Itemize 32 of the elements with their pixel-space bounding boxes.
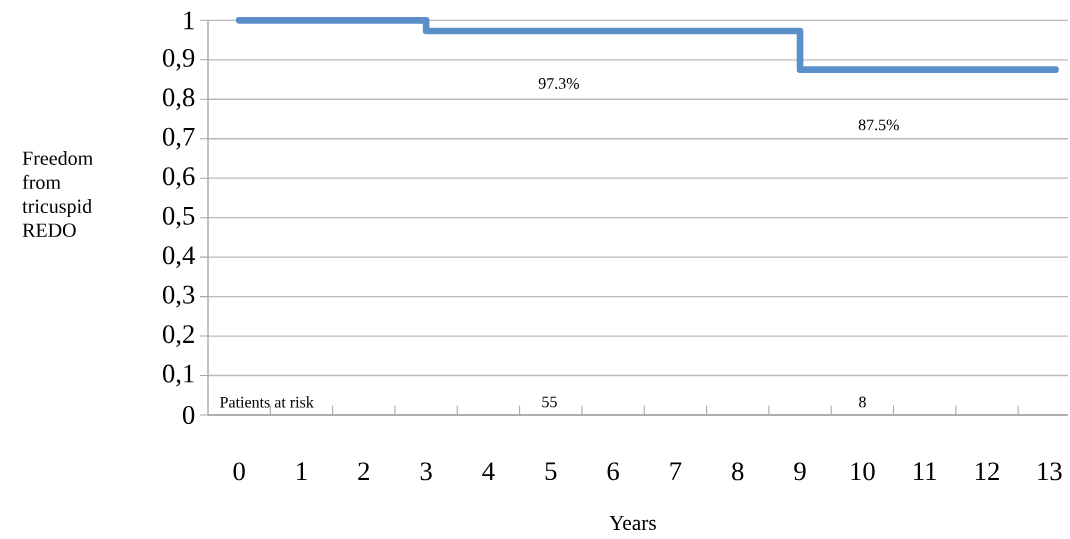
x-axis-title: Years (609, 515, 656, 531)
y-axis-title: Freedom from tricuspid REDO (22, 150, 93, 238)
y-tick-label: 0,9 (162, 48, 195, 71)
y-tick-label: 0,1 (162, 364, 194, 387)
annotation: 8 (859, 396, 866, 408)
x-tick-label: 7 (670, 462, 682, 480)
x-tick-label: 5 (545, 462, 557, 481)
y-tick-label: 0,7 (162, 127, 195, 150)
x-tick-label: 9 (794, 462, 806, 481)
annotation: 97.3% (538, 78, 579, 89)
y-tick-label: 0,4 (162, 246, 195, 269)
annotation: 55 (542, 396, 557, 408)
x-tick-label: 2 (358, 462, 369, 481)
x-tick-label: 0 (233, 462, 245, 481)
y-tick-label: 1 (184, 11, 194, 30)
y-tick-label: 0,5 (162, 206, 195, 229)
x-tick-label: 11 (914, 462, 936, 480)
y-tick-label: 0,3 (162, 285, 195, 308)
x-tick-label: 12 (976, 462, 999, 481)
annotation: 87.5% (858, 119, 899, 131)
x-tick-label: 13 (1038, 462, 1062, 481)
y-tick-label: 0,8 (162, 88, 195, 111)
y-tick-label: 0,2 (162, 325, 194, 347)
x-tick-label: 6 (607, 462, 619, 481)
annotation: Patients at risk (220, 396, 314, 408)
x-tick-label: 8 (732, 462, 744, 481)
x-tick-label: 10 (851, 462, 875, 481)
x-tick-label: 4 (482, 462, 495, 480)
x-tick-label: 3 (420, 462, 432, 481)
y-tick-label: 0,6 (162, 167, 195, 190)
x-tick-label: 1 (297, 462, 307, 480)
y-tick-label: 0 (182, 406, 195, 424)
